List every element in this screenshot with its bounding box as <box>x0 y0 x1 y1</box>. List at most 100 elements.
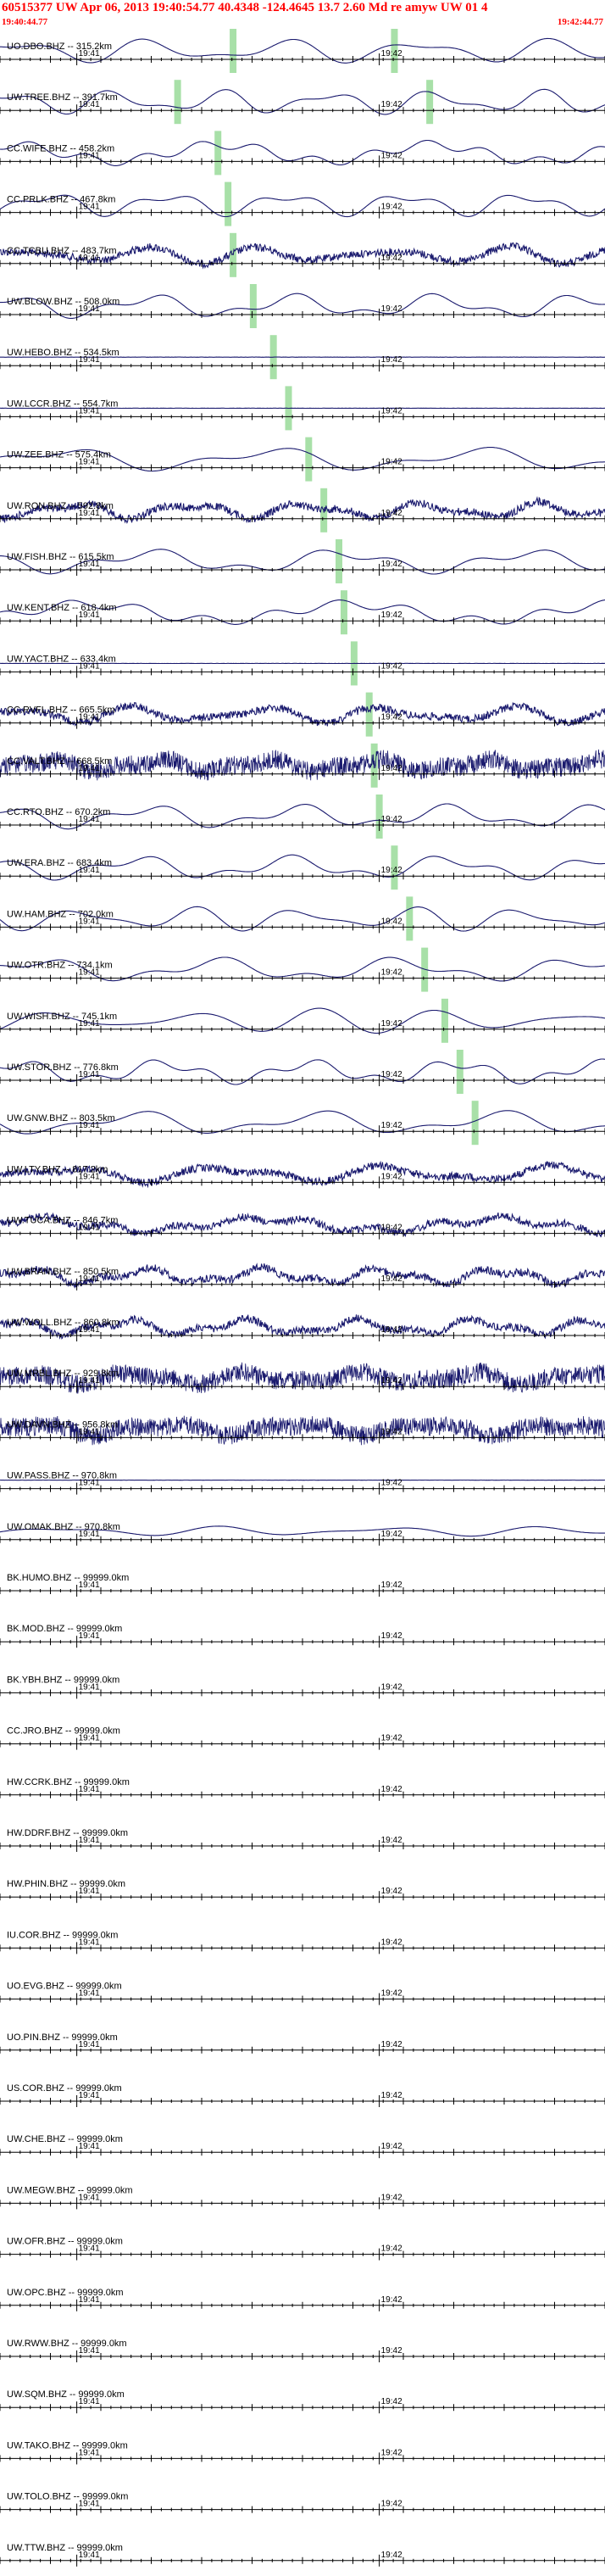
minute-tick-label: 19:41 <box>79 1224 100 1233</box>
channel-label: US.COR.BHZ -- 99999.0km <box>7 2083 122 2094</box>
waveform-trace <box>0 803 605 830</box>
minute-tick-label: 19:41 <box>79 2295 100 2305</box>
waveform-trace <box>0 1263 605 1289</box>
minute-tick-label: 19:42 <box>381 2448 402 2457</box>
channel-label: UW.HEBO.BHZ -- 534.5km <box>7 348 119 358</box>
channel-label: UW.PASS.BHZ -- 970.8km <box>7 1471 117 1481</box>
waveform-trace <box>0 701 605 727</box>
channel-label: BK.MOD.BHZ -- 99999.0km <box>7 1624 122 1634</box>
minute-tick-label: 19:41 <box>79 2142 100 2151</box>
channel-label: UW.CHE.BHZ -- 99999.0km <box>7 2134 123 2144</box>
p-wave-pick-marker <box>406 896 414 941</box>
p-wave-pick-marker <box>426 80 434 125</box>
minute-tick-label: 19:42 <box>381 1172 402 1181</box>
minute-tick-label: 19:41 <box>79 866 100 875</box>
channel-row: 19:41 19:42 UW.CHE.BHZ -- 99999.0km <box>0 2134 605 2159</box>
channel-row: 19:41 19:42 UW.WISH.BHZ -- 745.1km <box>0 998 605 1043</box>
channel-label: CC.JRO.BHZ -- 99999.0km <box>7 1726 120 1737</box>
waveform-trace <box>0 1058 605 1085</box>
channel-row: 19:41 19:42 UW.TOLO.BHZ -- 99999.0km <box>0 2492 605 2516</box>
minute-tick-label: 19:42 <box>381 764 402 773</box>
minute-tick-label: 19:41 <box>79 968 100 978</box>
channel-label: UW.TTW.BHZ -- 99999.0km <box>7 2543 123 2553</box>
channel-label: UW.TREE.BHZ -- 391.7km <box>7 92 118 103</box>
channel-row: 19:41 19:42 BK.MOD.BHZ -- 99999.0km <box>0 1624 605 1648</box>
minute-tick-label: 19:42 <box>381 304 402 314</box>
minute-tick-label: 19:41 <box>79 1172 100 1181</box>
minute-tick-label: 19:41 <box>79 2193 100 2202</box>
minute-tick-label: 19:42 <box>381 2244 402 2254</box>
minute-tick-label: 19:41 <box>79 1581 100 1590</box>
channel-label: HW.CCRK.BHZ -- 99999.0km <box>7 1777 130 1787</box>
p-wave-pick-marker <box>336 539 343 583</box>
channel-label: UW.DAVN.BHZ -- 956.8km <box>7 1419 118 1430</box>
channel-label: CC.RVFL.BHZ -- 665.5km <box>7 705 115 716</box>
channel-label: UW.BLOW.BHZ -- 508.0km <box>7 297 119 307</box>
start-time-label: 19:40:44.77 <box>2 17 48 27</box>
p-wave-pick-marker <box>249 284 257 328</box>
waveform-trace <box>0 906 605 932</box>
event-title: 60515377 UW Apr 06, 2013 19:40:54.77 40.… <box>2 1 488 14</box>
channel-label: CC.RTO.BHZ -- 670.2km <box>7 807 110 817</box>
channel-row: 19:41 19:42 US.COR.BHZ -- 99999.0km <box>0 2083 605 2107</box>
channel-row: 19:41 19:42 CC.RTO.BHZ -- 670.2km <box>0 795 605 839</box>
p-wave-pick-marker <box>391 29 398 73</box>
minute-tick-label: 19:42 <box>381 355 402 365</box>
p-wave-pick-marker <box>456 1050 463 1094</box>
minute-tick-label: 19:41 <box>79 1070 100 1079</box>
plot-header: 60515377 UW Apr 06, 2013 19:40:54.77 40.… <box>0 0 605 32</box>
p-wave-pick-marker <box>340 590 347 635</box>
channel-row: 19:41 19:42 HW.PHIN.BHZ -- 99999.0km <box>0 1879 605 1904</box>
minute-tick-label: 19:42 <box>381 1479 402 1488</box>
channel-label: UW.STOR.BHZ -- 776.8km <box>7 1062 119 1073</box>
waveform-trace <box>0 293 605 319</box>
minute-tick-label: 19:41 <box>79 917 100 926</box>
minute-tick-label: 19:41 <box>79 815 100 824</box>
minute-tick-label: 19:42 <box>381 713 402 722</box>
channel-row: 19:41 19:42 CC.RVFL.BHZ -- 665.5km <box>0 692 605 737</box>
channel-row: 19:41 19:42 UW.OPC.BHZ -- 99999.0km <box>0 2288 605 2311</box>
minute-tick-label: 19:42 <box>381 968 402 978</box>
p-wave-pick-marker <box>441 998 448 1043</box>
p-wave-pick-marker <box>391 845 398 890</box>
channel-label: CC.TCBU.BHZ -- 483.7km <box>7 246 117 256</box>
minute-tick-label: 19:41 <box>79 406 100 415</box>
channel-label: UW.RWW.BHZ -- 99999.0km <box>7 2339 127 2349</box>
minute-tick-label: 19:41 <box>79 1734 100 1743</box>
minute-tick-label: 19:42 <box>381 560 402 569</box>
minute-tick-label: 19:41 <box>79 458 100 467</box>
minute-tick-label: 19:42 <box>381 2142 402 2151</box>
channel-label: BK.HUMO.BHZ -- 99999.0km <box>7 1573 129 1583</box>
p-wave-pick-marker <box>365 692 373 737</box>
minute-tick-label: 19:41 <box>79 304 100 314</box>
channel-row: 19:41 19:42 UW.OTR.BHZ -- 734.1km <box>0 947 605 992</box>
minute-tick-label: 19:41 <box>79 2500 100 2509</box>
minute-tick-label: 19:42 <box>381 2346 402 2356</box>
minute-tick-label: 19:42 <box>381 2551 402 2560</box>
channel-row: 19:41 19:42 UW.HEBO.BHZ -- 534.5km <box>0 335 605 380</box>
channel-row: 19:41 19:42 UW.ZEE.BHZ -- 575.4km <box>0 437 605 482</box>
channel-row: 19:41 19:42 BK.YBH.BHZ -- 99999.0km <box>0 1675 605 1699</box>
channel-label: UW.FISH.BHZ -- 615.5km <box>7 552 114 562</box>
minute-tick-label: 19:41 <box>79 2448 100 2457</box>
minute-tick-label: 19:42 <box>381 1836 402 1845</box>
minute-tick-label: 19:41 <box>79 1325 100 1335</box>
channel-row: 19:41 19:42 UW.OFR.BHZ -- 99999.0km <box>0 2237 605 2261</box>
minute-tick-label: 19:42 <box>381 611 402 620</box>
waveform-trace <box>0 447 605 472</box>
channel-row: 19:41 19:42 UW.GNW.BHZ -- 803.5km <box>0 1101 605 1146</box>
minute-tick-label: 19:41 <box>79 151 100 160</box>
minute-tick-label: 19:41 <box>79 2040 100 2049</box>
minute-tick-label: 19:42 <box>381 917 402 926</box>
waveform-trace <box>0 1525 605 1537</box>
minute-tick-label: 19:41 <box>79 1836 100 1845</box>
channel-label: BK.YBH.BHZ -- 99999.0km <box>7 1675 119 1685</box>
minute-tick-label: 19:42 <box>381 1274 402 1284</box>
channel-row: 19:41 19:42 UW.FISH.BHZ -- 615.5km <box>0 539 605 583</box>
channel-label: UW.HAM.BHZ -- 702.0km <box>7 909 114 919</box>
minute-tick-label: 19:41 <box>79 661 100 671</box>
minute-tick-label: 19:42 <box>381 1019 402 1029</box>
minute-tick-label: 19:42 <box>381 203 402 212</box>
minute-tick-label: 19:42 <box>381 1887 402 1896</box>
